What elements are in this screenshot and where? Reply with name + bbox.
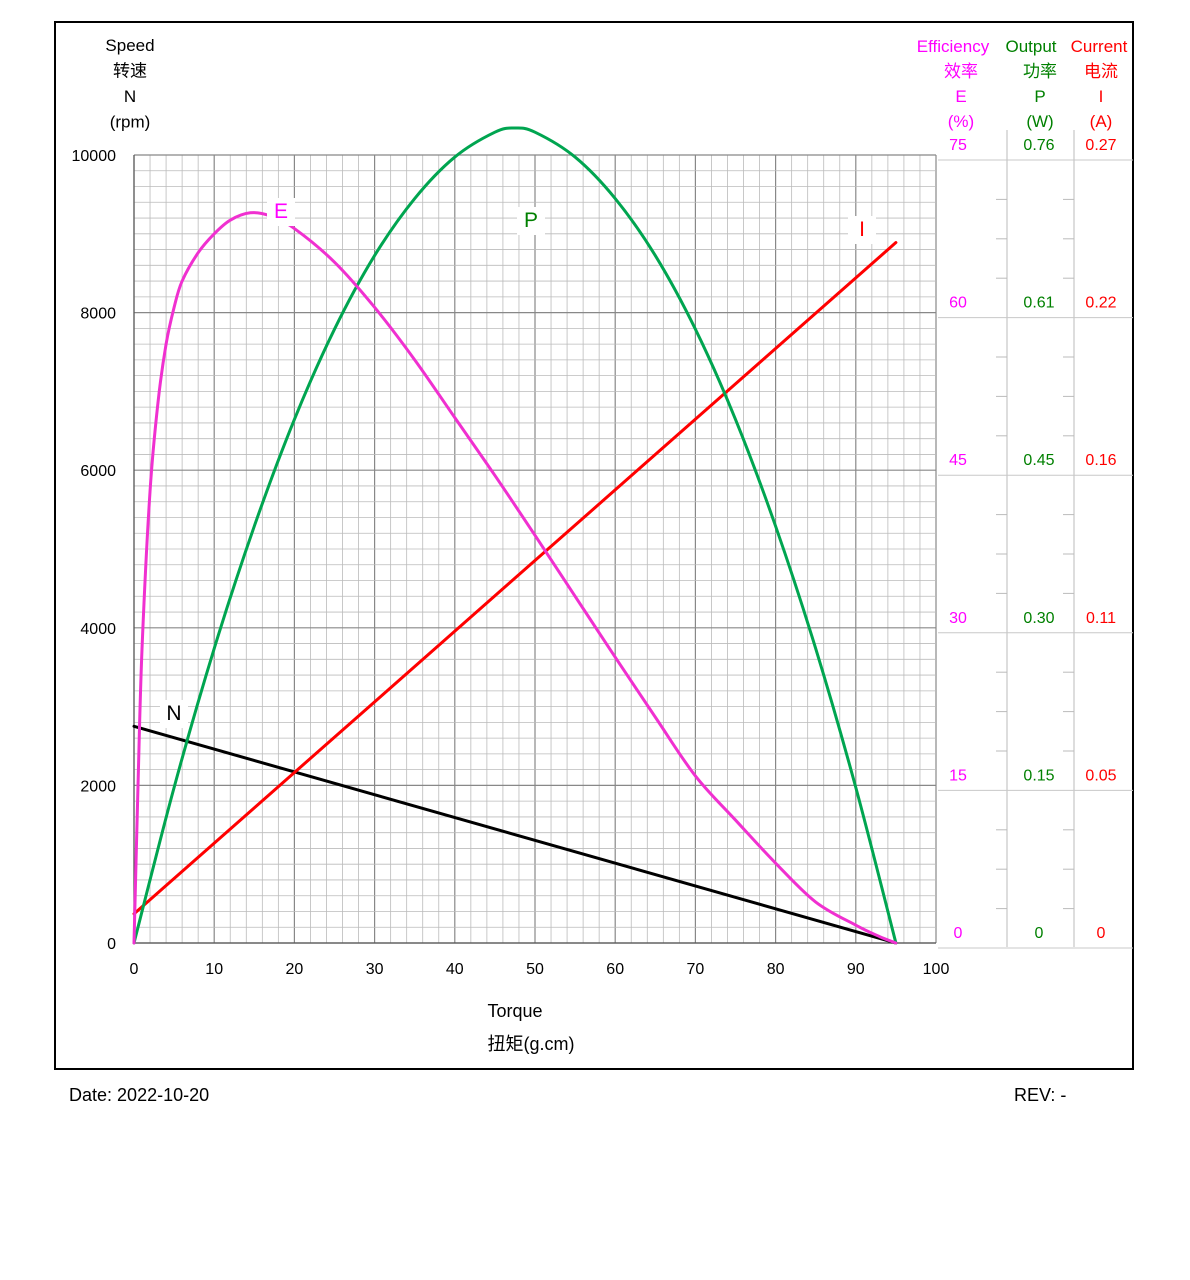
curve-label-i: I — [859, 218, 865, 241]
x-tick-label: 80 — [767, 961, 785, 978]
efficiency-tick-label: 75 — [949, 137, 967, 154]
x-tick-label: 0 — [130, 961, 139, 978]
curve-label-bg — [848, 216, 876, 244]
rev-label: REV: — [1014, 1085, 1056, 1105]
output-tick-label: 0.15 — [1023, 767, 1054, 784]
chart-frame — [54, 21, 1134, 1070]
date-line: Date: 2022-10-20 — [69, 1085, 209, 1106]
output-tick-label: 0.45 — [1023, 452, 1054, 469]
efficiency-axis-title-line: (%) — [948, 112, 974, 131]
output-axis-title-line: Output — [1005, 37, 1056, 56]
speed-tick-label: 6000 — [80, 463, 116, 480]
labels: N E P I — [160, 198, 876, 728]
date-value: 2022-10-20 — [117, 1085, 210, 1105]
current-tick-label: 0.22 — [1085, 295, 1116, 312]
speed-tick-label: 0 — [107, 936, 116, 953]
x-axis-title: Torque — [487, 1001, 542, 1021]
x-tick-label: 20 — [286, 961, 304, 978]
current-tick-label: 0.05 — [1085, 767, 1116, 784]
axes: 0 10 20 30 40 50 60 70 80 90 100 Torque 扭矩(g.cm) 0 200… — [72, 36, 1128, 1054]
current-tick-label: 0.16 — [1085, 452, 1116, 469]
x-tick-label: 90 — [847, 961, 865, 978]
speed-axis-title-line: 转速 — [113, 62, 147, 81]
series-line-e — [132, 211, 898, 945]
efficiency-tick-label: 45 — [949, 452, 967, 469]
curve-label-bg — [267, 198, 295, 226]
series-line-i — [132, 241, 898, 916]
series-line-n — [132, 724, 898, 945]
curve-label-n: N — [166, 702, 181, 725]
curve-label-bg — [517, 207, 545, 235]
x-tick-label: 60 — [606, 961, 624, 978]
curve-label-e: E — [274, 200, 288, 223]
efficiency-axis-title-line: E — [955, 87, 966, 106]
output-tick-label: 0.76 — [1023, 137, 1054, 154]
speed-tick-label: 4000 — [80, 621, 116, 638]
series-line-p — [132, 126, 898, 945]
output-tick-label: 0 — [1035, 925, 1044, 942]
output-axis-title-line: (W) — [1026, 112, 1053, 131]
x-tick-label: 100 — [923, 961, 950, 978]
current-tick-label: 0 — [1097, 925, 1106, 942]
x-tick-label: 30 — [366, 961, 384, 978]
current-axis-title-line: I — [1099, 87, 1104, 106]
efficiency-tick-label: 60 — [949, 295, 967, 312]
series — [132, 126, 898, 945]
date-label: Date: — [69, 1085, 113, 1105]
speed-axis-title-line: Speed — [105, 36, 154, 55]
output-tick-label: 0.30 — [1023, 610, 1054, 627]
x-tick-label: 40 — [446, 961, 464, 978]
right-axis-panel — [938, 130, 1133, 949]
efficiency-tick-label: 0 — [954, 925, 963, 942]
curve-label-p: P — [524, 209, 538, 232]
current-tick-label: 0.11 — [1086, 610, 1116, 627]
output-axis-title-line: P — [1034, 87, 1045, 106]
current-tick-label: 0.27 — [1085, 137, 1116, 154]
efficiency-axis-title-line: Efficiency — [917, 37, 990, 56]
speed-tick-label: 8000 — [80, 306, 116, 323]
rev-value: - — [1060, 1085, 1067, 1105]
current-axis-title-line: Current — [1071, 37, 1128, 56]
output-axis-title-line: 功率 — [1023, 62, 1057, 81]
x-tick-label: 10 — [205, 961, 223, 978]
speed-tick-label: 10000 — [72, 148, 117, 165]
speed-axis-title-line: (rpm) — [110, 113, 151, 132]
current-axis-title-line: (A) — [1090, 112, 1113, 131]
x-tick-label: 50 — [526, 961, 544, 978]
speed-tick-label: 2000 — [80, 778, 116, 795]
curve-label-bg — [160, 700, 188, 728]
grid — [133, 154, 937, 944]
x-tick-label: 70 — [687, 961, 705, 978]
speed-axis-title-line: N — [124, 87, 136, 106]
x-axis-subtitle: 扭矩(g.cm) — [488, 1034, 575, 1054]
rev-line: REV: - — [1014, 1085, 1066, 1106]
efficiency-tick-label: 15 — [949, 767, 967, 784]
output-tick-label: 0.61 — [1023, 295, 1054, 312]
efficiency-axis-title-line: 效率 — [944, 62, 978, 81]
efficiency-tick-label: 30 — [949, 610, 967, 627]
current-axis-title-line: 电流 — [1084, 62, 1118, 81]
